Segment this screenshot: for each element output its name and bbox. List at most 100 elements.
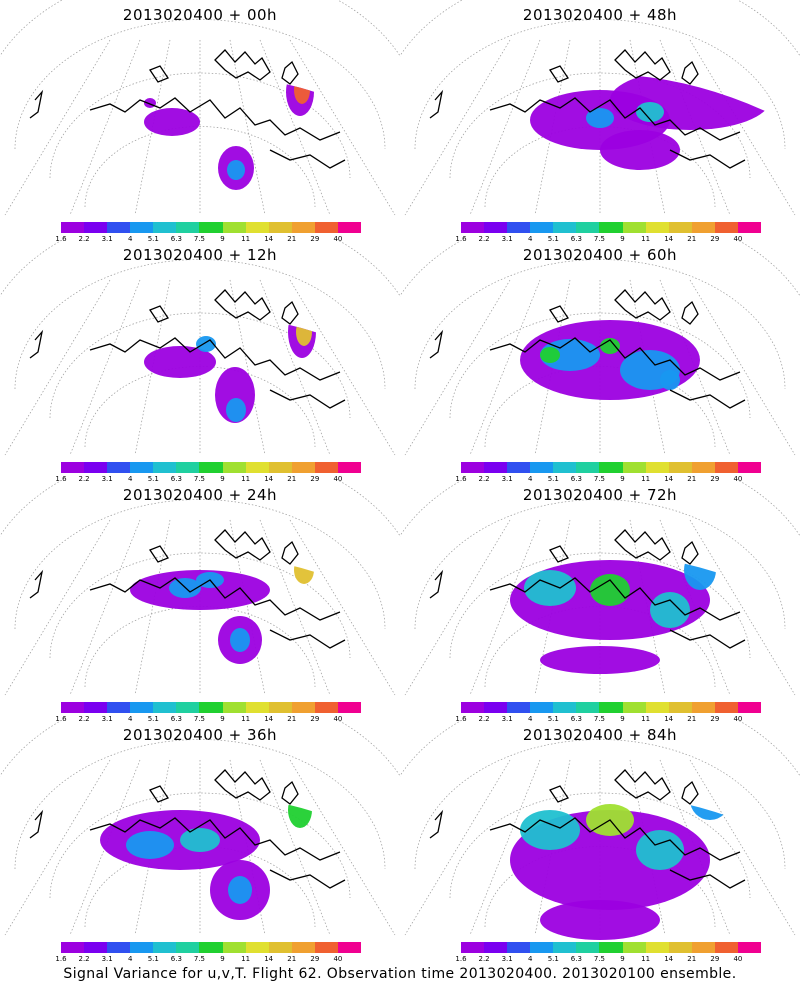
colorbar-tick-label: 1.6 xyxy=(55,955,67,963)
graticule xyxy=(0,0,400,216)
colorbar-swatch xyxy=(507,462,531,473)
colorbar-tick-label: 5.1 xyxy=(147,715,159,723)
colorbar-tick-label: 9 xyxy=(620,955,625,963)
colorbar-swatch xyxy=(576,462,600,473)
colorbar-tick-label: 9 xyxy=(620,475,625,483)
colorbar-swatch xyxy=(130,222,154,233)
colorbar-swatch xyxy=(461,942,485,953)
colorbar-tick-label: 21 xyxy=(287,715,297,723)
colorbar-swatch xyxy=(268,702,292,713)
colorbar-swatch xyxy=(599,702,623,713)
colorbar-tick-label: 6.3 xyxy=(570,715,582,723)
colorbar-tick-label: 29 xyxy=(310,715,320,723)
colorbar-tick-label: 7.5 xyxy=(193,475,206,483)
variance-field xyxy=(510,554,716,674)
colorbar-swatch xyxy=(622,462,646,473)
colorbar-ticks: 1.6 2.2 3.1 4 5.1 6.3 7.5 9 11 14 21 29 40 xyxy=(455,235,761,245)
colorbar-swatch xyxy=(176,942,200,953)
colorbar-tick-label: 7.5 xyxy=(593,475,606,483)
colorbar-tick-label: 21 xyxy=(687,475,697,483)
colorbar-swatch xyxy=(337,222,362,233)
colorbar-swatch xyxy=(737,942,762,953)
colorbar-tick-label: 6.3 xyxy=(570,235,582,243)
polar-map xyxy=(400,720,800,940)
colorbar-swatch xyxy=(107,462,131,473)
colorbar xyxy=(61,702,362,713)
colorbar-tick-label: 4 xyxy=(527,475,533,483)
colorbar-swatch xyxy=(737,222,762,233)
colorbar-tick-label: 11 xyxy=(241,475,251,483)
colorbar-swatch xyxy=(691,222,715,233)
colorbar-tick-label: 2.2 xyxy=(78,235,90,243)
polar-map xyxy=(0,720,400,936)
colorbar-swatch xyxy=(61,462,85,473)
colorbar-tick-label: 7.5 xyxy=(193,955,206,963)
colorbar-swatch xyxy=(84,942,108,953)
colorbar-tick-label: 5.1 xyxy=(147,475,159,483)
colorbar-tick-label: 4 xyxy=(527,235,533,243)
colorbar-tick-label: 5.1 xyxy=(547,955,559,963)
colorbar-tick-label: 14 xyxy=(664,955,674,963)
colorbar-tick-label: 5.1 xyxy=(547,235,559,243)
coastlines xyxy=(29,529,346,649)
colorbar-tick-label: 40 xyxy=(333,475,343,483)
colorbar-tick-label: 29 xyxy=(710,955,720,963)
colorbar-tick-label: 6.3 xyxy=(570,475,582,483)
colorbar-tick-label: 14 xyxy=(664,235,674,243)
colorbar-swatch xyxy=(291,702,315,713)
colorbar-tick-label: 9 xyxy=(220,715,225,723)
colorbar-tick-label: 3.1 xyxy=(101,955,113,963)
coastlines xyxy=(29,769,346,889)
map-panel: 2013020400 + 48h 1.6 2.2 3.1 4 5.1 6.3 7.5 9 11 14… xyxy=(400,0,800,243)
colorbar-swatch xyxy=(268,942,292,953)
colorbar xyxy=(461,222,762,233)
colorbar-swatch xyxy=(337,462,362,473)
figure-caption: Signal Variance for u,v,T. Flight 62. Ob… xyxy=(63,966,737,982)
colorbar-swatch xyxy=(461,702,485,713)
colorbar-tick-label: 9 xyxy=(220,475,225,483)
panel-title: 2013020400 + 48h xyxy=(522,6,678,24)
colorbar-tick-label: 40 xyxy=(733,475,743,483)
colorbar-tick-label: 2.2 xyxy=(478,475,490,483)
colorbar-tick-label: 4 xyxy=(527,955,533,963)
colorbar-tick-label: 3.1 xyxy=(101,475,113,483)
panel-title: 2013020400 + 60h xyxy=(522,246,678,264)
colorbar-tick-label: 3.1 xyxy=(101,235,113,243)
colorbar-swatch xyxy=(199,462,223,473)
colorbar-swatch xyxy=(599,942,623,953)
colorbar-tick-label: 29 xyxy=(310,955,320,963)
colorbar-swatch xyxy=(199,222,223,233)
colorbar-swatch xyxy=(737,702,762,713)
colorbar-tick-label: 21 xyxy=(687,955,697,963)
colorbar-tick-label: 11 xyxy=(641,475,651,483)
colorbar-swatch xyxy=(714,942,738,953)
colorbar-tick-label: 9 xyxy=(620,715,625,723)
colorbar-tick-label: 3.1 xyxy=(101,715,113,723)
colorbar-tick-label: 7.5 xyxy=(593,235,606,243)
colorbar-swatch xyxy=(645,222,669,233)
colorbar-swatch xyxy=(314,462,338,473)
map-panel: 2013020400 + 84h 1.6 2.2 3.1 4 5.1 6.3 7.5 9 11 14… xyxy=(400,720,800,963)
colorbar-swatch xyxy=(484,222,508,233)
colorbar-swatch xyxy=(691,702,715,713)
colorbar-swatch xyxy=(576,702,600,713)
panel-title: 2013020400 + 00h xyxy=(122,6,278,24)
colorbar-swatch xyxy=(199,942,223,953)
colorbar-swatch xyxy=(714,222,738,233)
colorbar-tick-label: 1.6 xyxy=(455,235,467,243)
colorbar-swatch xyxy=(84,222,108,233)
map-panel: 2013020400 + 72h 1.6 2.2 3.1 4 5.1 6.3 7.5 9 11 14… xyxy=(400,480,800,723)
colorbar-ticks: 1.6 2.2 3.1 4 5.1 6.3 7.5 9 11 14 21 29 40 xyxy=(55,475,361,485)
coastlines xyxy=(429,529,746,649)
variance-field xyxy=(520,320,700,400)
colorbar-swatch xyxy=(222,222,246,233)
coastlines xyxy=(29,289,346,409)
colorbar-ticks: 1.6 2.2 3.1 4 5.1 6.3 7.5 9 11 14 21 29 40 xyxy=(55,955,361,965)
colorbar xyxy=(461,462,762,473)
colorbar-swatch xyxy=(507,942,531,953)
colorbar-swatch xyxy=(130,462,154,473)
colorbar-tick-label: 1.6 xyxy=(55,715,67,723)
colorbar-swatch xyxy=(107,222,131,233)
variance-field xyxy=(100,794,312,920)
polar-map xyxy=(0,0,400,216)
